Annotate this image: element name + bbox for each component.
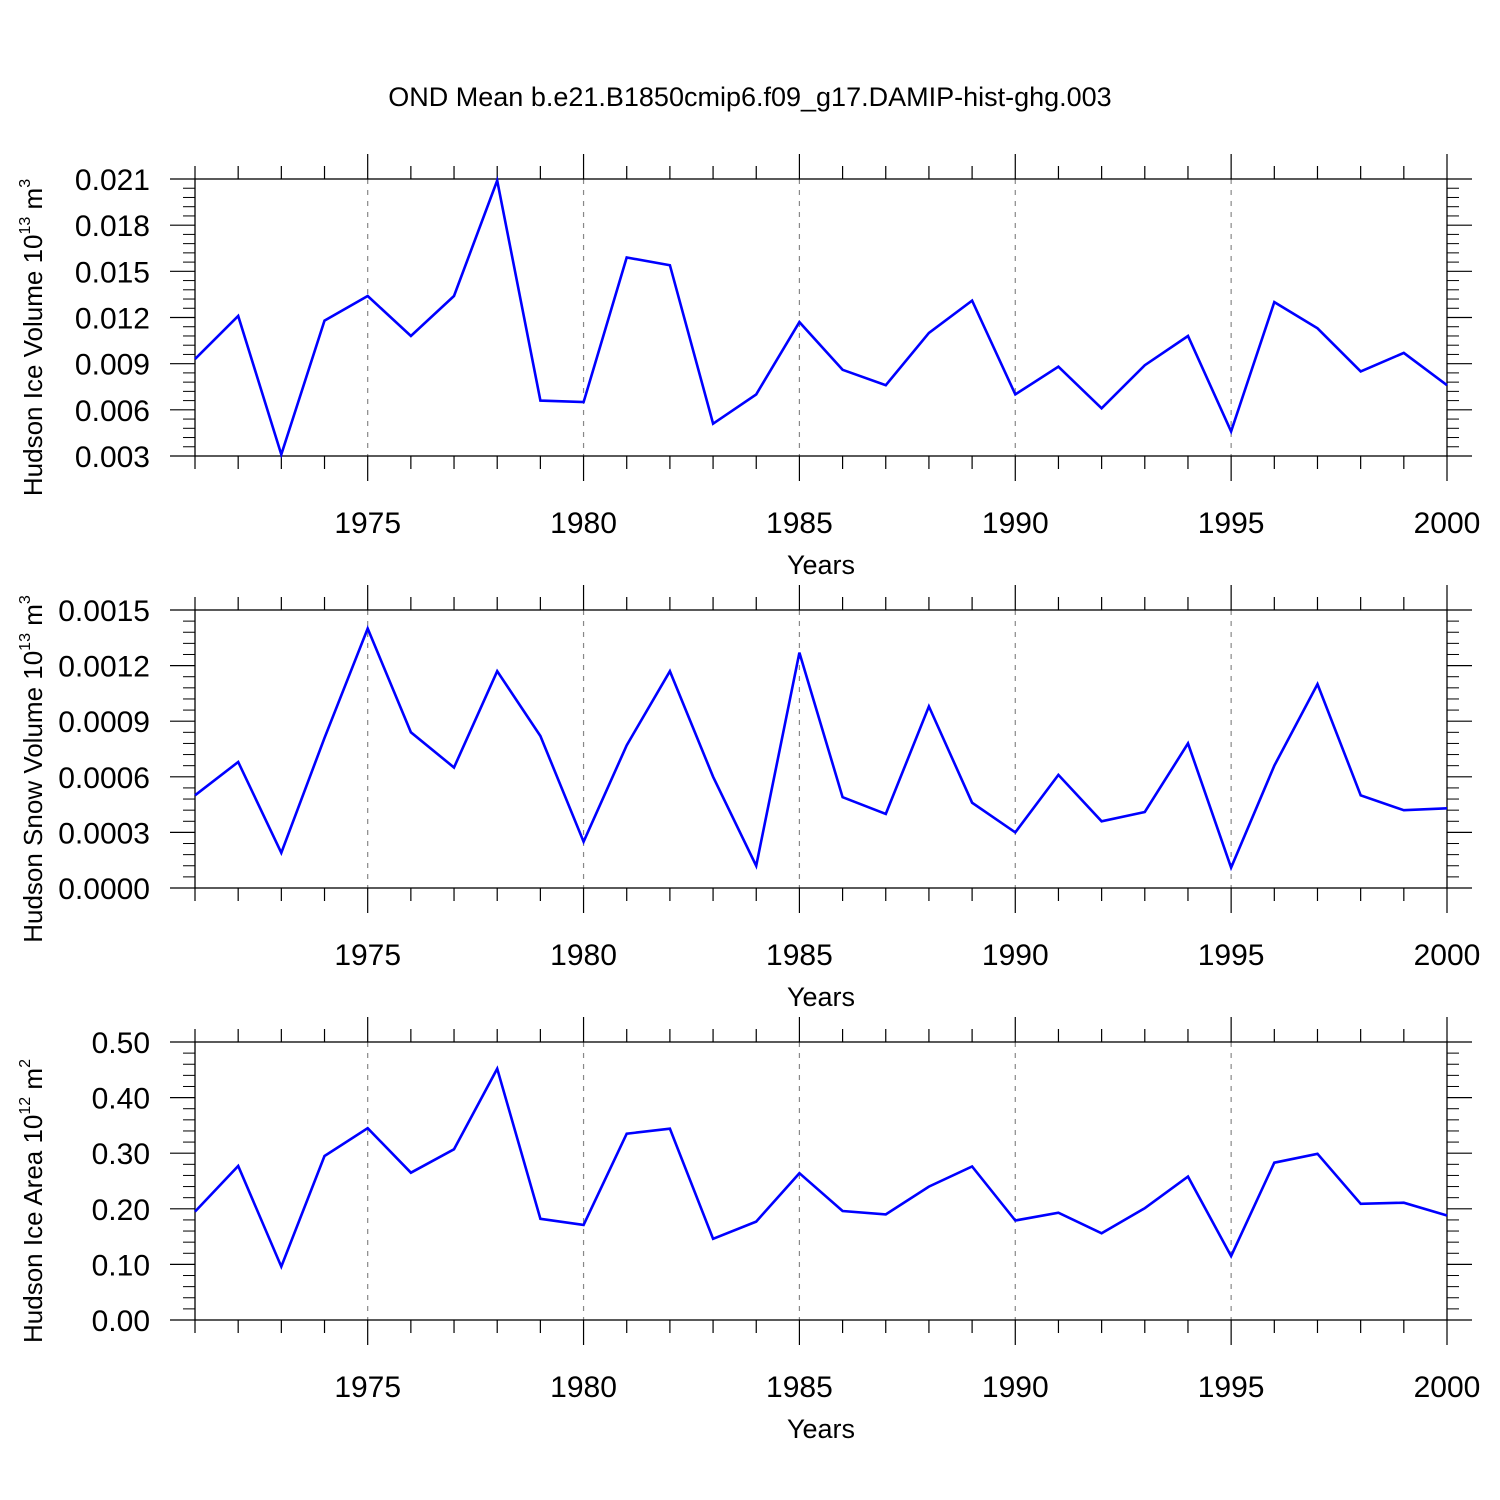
panel-3: 0.00 0.10 0.20 0.30 0.40 0.50 1975 1980 1985 1990…: [17, 1017, 1480, 1444]
plot-frame: [194, 1041, 1448, 1321]
x-tick-label: 1980: [550, 939, 617, 972]
panel-2: 0.0000 0.0003 0.0006 0.0009 0.0012 0.0015 1975…: [17, 585, 1480, 1012]
x-axis-label: Years: [787, 1414, 855, 1444]
panel-1: 0.003 0.006 0.009 0.012 0.015 0.018 0.021 1975 1…: [17, 154, 1480, 580]
y-axis-label-exponent: 12: [17, 1097, 34, 1115]
y-axis-label-unit-exponent: 3: [17, 595, 34, 604]
y-tick-label: 0.00: [92, 1305, 150, 1338]
x-tick-label: 1985: [766, 1371, 833, 1404]
y-tick-label: 0.021: [75, 164, 150, 197]
x-tick-label: 2000: [1414, 1371, 1481, 1404]
y-tick-label: 0.0009: [58, 706, 150, 739]
y-tick-label: 0.006: [75, 395, 150, 428]
y-tick-label: 0.0006: [58, 762, 150, 795]
x-axis-label: Years: [787, 982, 855, 1012]
y-tick-label: 0.015: [75, 256, 150, 289]
y-axis-label-unit-exponent: 3: [17, 179, 34, 188]
y-tick-label: 0.003: [75, 441, 150, 474]
x-tick-label: 1985: [766, 939, 833, 972]
x-tick-label: 1990: [982, 1371, 1049, 1404]
y-tick-label: 0.20: [92, 1194, 150, 1227]
x-tick-label: 1995: [1198, 939, 1265, 972]
y-axis-label-exponent: 13: [17, 633, 34, 651]
y-axis-label-text: Hudson Ice Area 10: [18, 1115, 48, 1343]
x-tick-label: 1985: [766, 507, 833, 540]
y-tick-label: 0.009: [75, 349, 150, 382]
y-tick-label: 0.018: [75, 210, 150, 243]
x-tick-label: 1980: [550, 1371, 617, 1404]
chart-title: OND Mean b.e21.B1850cmip6.f09_g17.DAMIP-…: [388, 82, 1111, 112]
x-tick-label: 1990: [982, 507, 1049, 540]
plot-frame: [194, 609, 1448, 889]
y-tick-label: 0.0003: [58, 817, 150, 850]
y-tick-label: 0.30: [92, 1138, 150, 1171]
y-tick-label: 0.0015: [58, 595, 150, 628]
y-axis-label: Hudson Ice Area 1012 m2: [17, 1059, 48, 1343]
y-axis-label-text: Hudson Snow Volume 10: [18, 651, 48, 943]
y-tick-label: 0.012: [75, 303, 150, 336]
x-tick-label: 1995: [1198, 507, 1265, 540]
x-tick-label: 1975: [334, 939, 401, 972]
y-tick-label: 0.0012: [58, 651, 150, 684]
x-tick-label: 1980: [550, 507, 617, 540]
y-axis-label-unit-exponent: 2: [17, 1059, 34, 1068]
x-tick-label: 2000: [1414, 507, 1481, 540]
y-axis-label-unit: m: [18, 188, 48, 217]
y-axis-label-unit: m: [18, 604, 48, 633]
x-tick-label: 1975: [334, 507, 401, 540]
y-axis-label-exponent: 13: [17, 217, 34, 235]
y-tick-label: 0.10: [92, 1249, 150, 1282]
x-tick-label: 1995: [1198, 1371, 1265, 1404]
y-axis-label-text: Hudson Ice Volume 10: [18, 234, 48, 496]
x-axis-label: Years: [787, 550, 855, 580]
y-axis-label: Hudson Ice Volume 1013 m3: [17, 179, 48, 496]
x-tick-label: 2000: [1414, 939, 1481, 972]
y-tick-label: 0.50: [92, 1027, 150, 1060]
series-line: [194, 1065, 1448, 1271]
x-tick-label: 1975: [334, 1371, 401, 1404]
plot-frame: [194, 178, 1448, 457]
y-tick-label: 0.40: [92, 1083, 150, 1116]
y-axis-label: Hudson Snow Volume 1013 m3: [17, 595, 48, 943]
series-line: [194, 175, 1448, 459]
series-line: [194, 625, 1448, 872]
x-tick-label: 1990: [982, 939, 1049, 972]
y-tick-label: 0.0000: [58, 873, 150, 906]
y-axis-label-unit: m: [18, 1068, 48, 1097]
